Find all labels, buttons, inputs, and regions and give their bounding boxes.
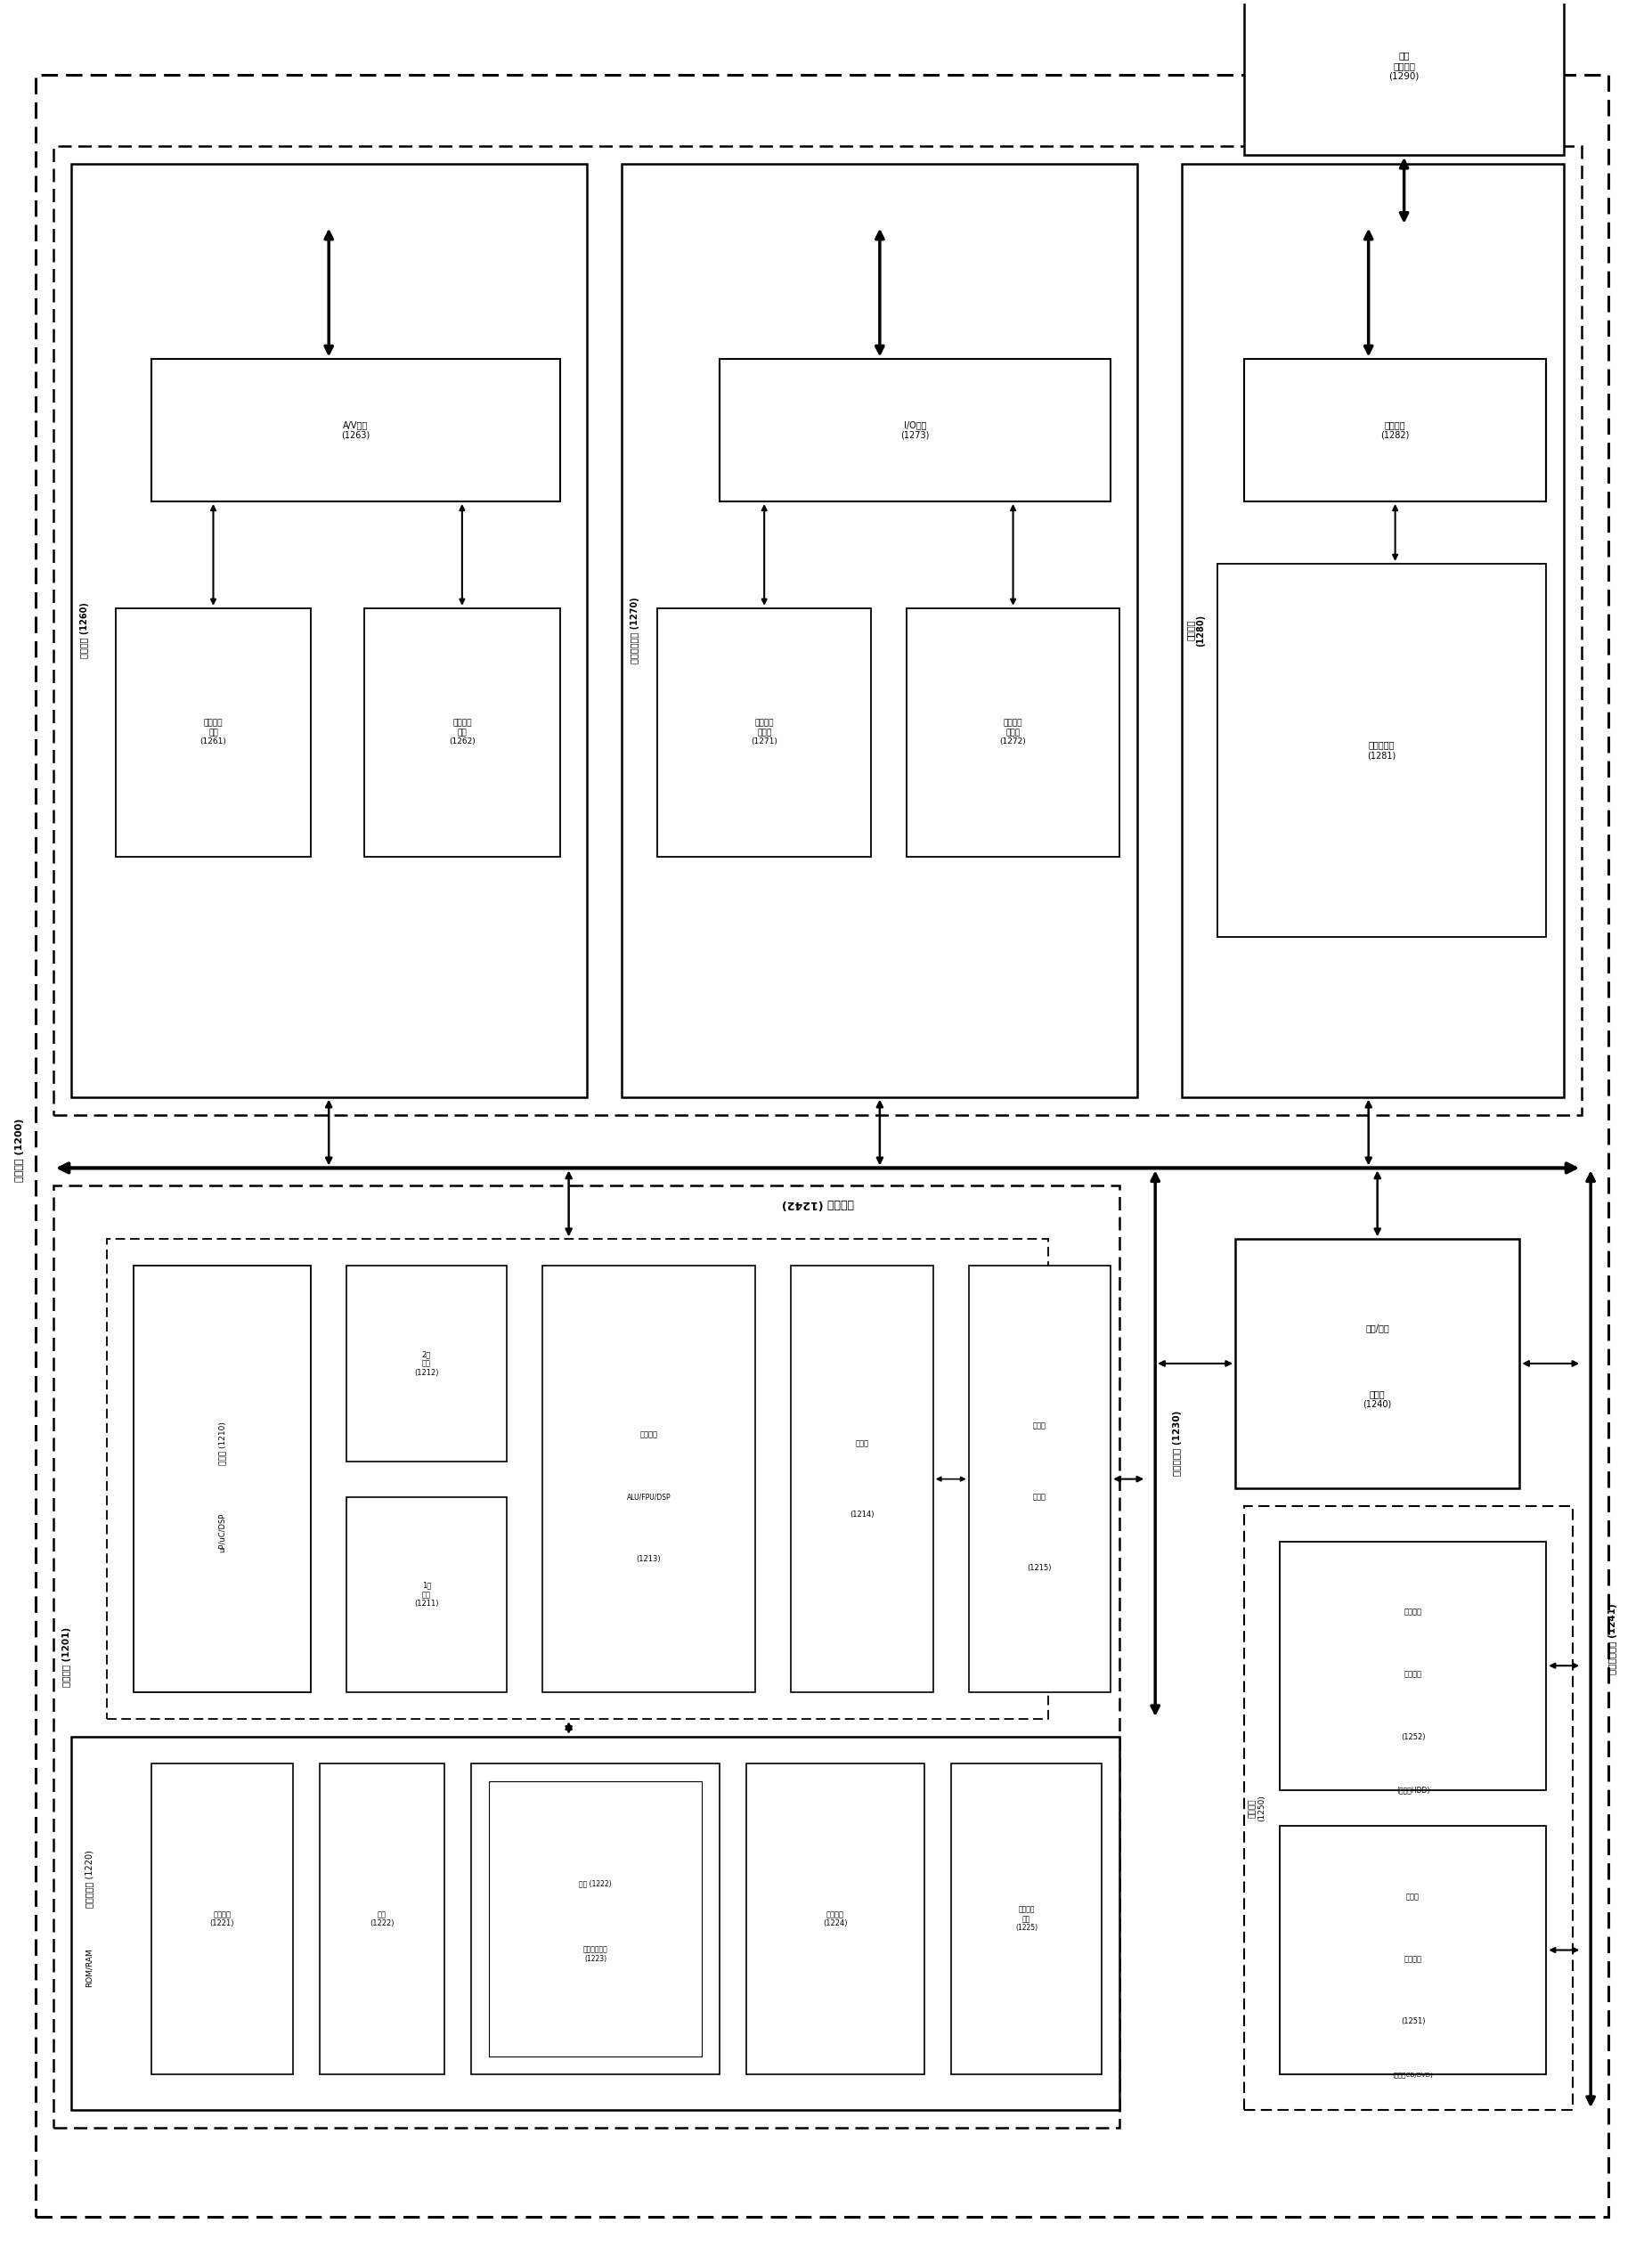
Text: 不可拆除: 不可拆除 bbox=[1403, 1609, 1421, 1615]
Text: (例如，CD/DVD): (例如，CD/DVD) bbox=[1393, 2071, 1432, 2078]
Text: 多路路由算法
(1223): 多路路由算法 (1223) bbox=[583, 1947, 608, 1963]
Text: 总线/接口: 总线/接口 bbox=[1365, 1324, 1389, 1333]
Bar bbox=[363, 609, 560, 857]
Bar bbox=[471, 1764, 719, 2076]
Bar bbox=[116, 609, 311, 857]
Text: 输出接口 (1260): 输出接口 (1260) bbox=[79, 602, 89, 659]
Text: ALU/FPU/DSP: ALU/FPU/DSP bbox=[626, 1493, 671, 1500]
Bar bbox=[621, 165, 1137, 1096]
Text: 串行接口
控制器
(1271): 串行接口 控制器 (1271) bbox=[750, 720, 776, 747]
Text: (1252): (1252) bbox=[1399, 1733, 1424, 1742]
Bar bbox=[71, 1737, 1118, 2109]
Text: (1251): (1251) bbox=[1399, 2017, 1424, 2026]
Text: 应用
(1222): 应用 (1222) bbox=[370, 1911, 395, 1927]
Bar bbox=[489, 1782, 702, 2057]
Text: 应用 (1222): 应用 (1222) bbox=[578, 1879, 611, 1888]
Text: (例如，HDD): (例如，HDD) bbox=[1396, 1787, 1429, 1794]
Text: 控制器: 控制器 bbox=[1032, 1493, 1046, 1500]
Bar bbox=[1181, 165, 1563, 1096]
Text: 处理器 (1210): 处理器 (1210) bbox=[218, 1421, 226, 1464]
Bar bbox=[347, 1496, 506, 1692]
Bar bbox=[950, 1764, 1102, 2076]
Text: uP/uC/DSP: uP/uC/DSP bbox=[218, 1512, 226, 1552]
Text: 控制器
(1240): 控制器 (1240) bbox=[1363, 1390, 1391, 1408]
Text: (1215): (1215) bbox=[1028, 1563, 1051, 1572]
Text: 存储器: 存储器 bbox=[1032, 1421, 1046, 1430]
Bar bbox=[53, 1187, 1118, 2127]
Text: A/V端口
(1263): A/V端口 (1263) bbox=[340, 420, 370, 440]
Text: (1214): (1214) bbox=[849, 1512, 874, 1518]
Text: 通信端口
(1282): 通信端口 (1282) bbox=[1379, 420, 1409, 440]
Bar bbox=[320, 1764, 444, 2076]
Text: 其他
计算设备
(1290): 其他 计算设备 (1290) bbox=[1388, 52, 1419, 81]
Bar bbox=[719, 359, 1110, 501]
Text: 多路路由
数据
(1225): 多路路由 数据 (1225) bbox=[1014, 1906, 1037, 1931]
Text: 并行接口
控制器
(1272): 并行接口 控制器 (1272) bbox=[999, 720, 1026, 747]
Bar bbox=[347, 1266, 506, 1462]
Text: 存储器总线 (1230): 存储器总线 (1230) bbox=[1173, 1410, 1181, 1475]
Text: 存储设备: 存储设备 bbox=[1403, 1669, 1421, 1678]
Text: 寄存器: 寄存器 bbox=[854, 1439, 869, 1448]
Text: ROM/RAM: ROM/RAM bbox=[84, 1949, 93, 1988]
Bar bbox=[134, 1266, 311, 1692]
Bar bbox=[71, 165, 586, 1096]
Bar bbox=[905, 609, 1118, 857]
Bar bbox=[790, 1266, 933, 1692]
Text: 2级
缓存
(1212): 2级 缓存 (1212) bbox=[415, 1351, 438, 1376]
Text: 通信接口
(1280): 通信接口 (1280) bbox=[1184, 614, 1204, 647]
Text: 操作系统
(1221): 操作系统 (1221) bbox=[210, 1911, 235, 1927]
Text: 程序数据
(1224): 程序数据 (1224) bbox=[823, 1911, 847, 1927]
Bar bbox=[1244, 0, 1563, 156]
Bar bbox=[1234, 1239, 1518, 1489]
Text: 外围设备接口 (1270): 外围设备接口 (1270) bbox=[631, 598, 639, 663]
Text: 处理器核: 处理器核 bbox=[639, 1430, 657, 1439]
Text: 计算设备 (1200): 计算设备 (1200) bbox=[15, 1119, 25, 1182]
Text: 接口总线 (1242): 接口总线 (1242) bbox=[781, 1198, 852, 1209]
Bar bbox=[150, 1764, 292, 2076]
Bar bbox=[150, 359, 560, 501]
Text: 存储设备
(1250): 存储设备 (1250) bbox=[1249, 1794, 1265, 1821]
Text: I/O端口
(1273): I/O端口 (1273) bbox=[900, 420, 928, 440]
Bar bbox=[107, 1239, 1047, 1719]
Bar bbox=[1218, 564, 1545, 936]
Bar bbox=[968, 1266, 1110, 1692]
Text: 图形处理
单元
(1261): 图形处理 单元 (1261) bbox=[200, 720, 226, 747]
Text: 可拆除: 可拆除 bbox=[1406, 1893, 1419, 1902]
Bar bbox=[542, 1266, 755, 1692]
Bar bbox=[1279, 1541, 1545, 1789]
Text: 存储接口总线 (1241): 存储接口总线 (1241) bbox=[1607, 1604, 1617, 1674]
Text: 网络控制器
(1281): 网络控制器 (1281) bbox=[1366, 740, 1396, 760]
Text: (1213): (1213) bbox=[636, 1554, 661, 1563]
Text: 存储设备: 存储设备 bbox=[1403, 1956, 1421, 1963]
Bar bbox=[1244, 1505, 1573, 2109]
Text: 系统存储器 (1220): 系统存储器 (1220) bbox=[84, 1850, 93, 1909]
Bar bbox=[657, 609, 871, 857]
Bar bbox=[1279, 1825, 1545, 2076]
Bar bbox=[747, 1764, 923, 2076]
Bar bbox=[1244, 359, 1545, 501]
Text: 1级
缓存
(1211): 1级 缓存 (1211) bbox=[415, 1581, 438, 1609]
Text: 音频处理
单元
(1262): 音频处理 单元 (1262) bbox=[449, 720, 476, 747]
Bar bbox=[53, 147, 1581, 1114]
Text: 基本配置 (1201): 基本配置 (1201) bbox=[63, 1627, 71, 1687]
